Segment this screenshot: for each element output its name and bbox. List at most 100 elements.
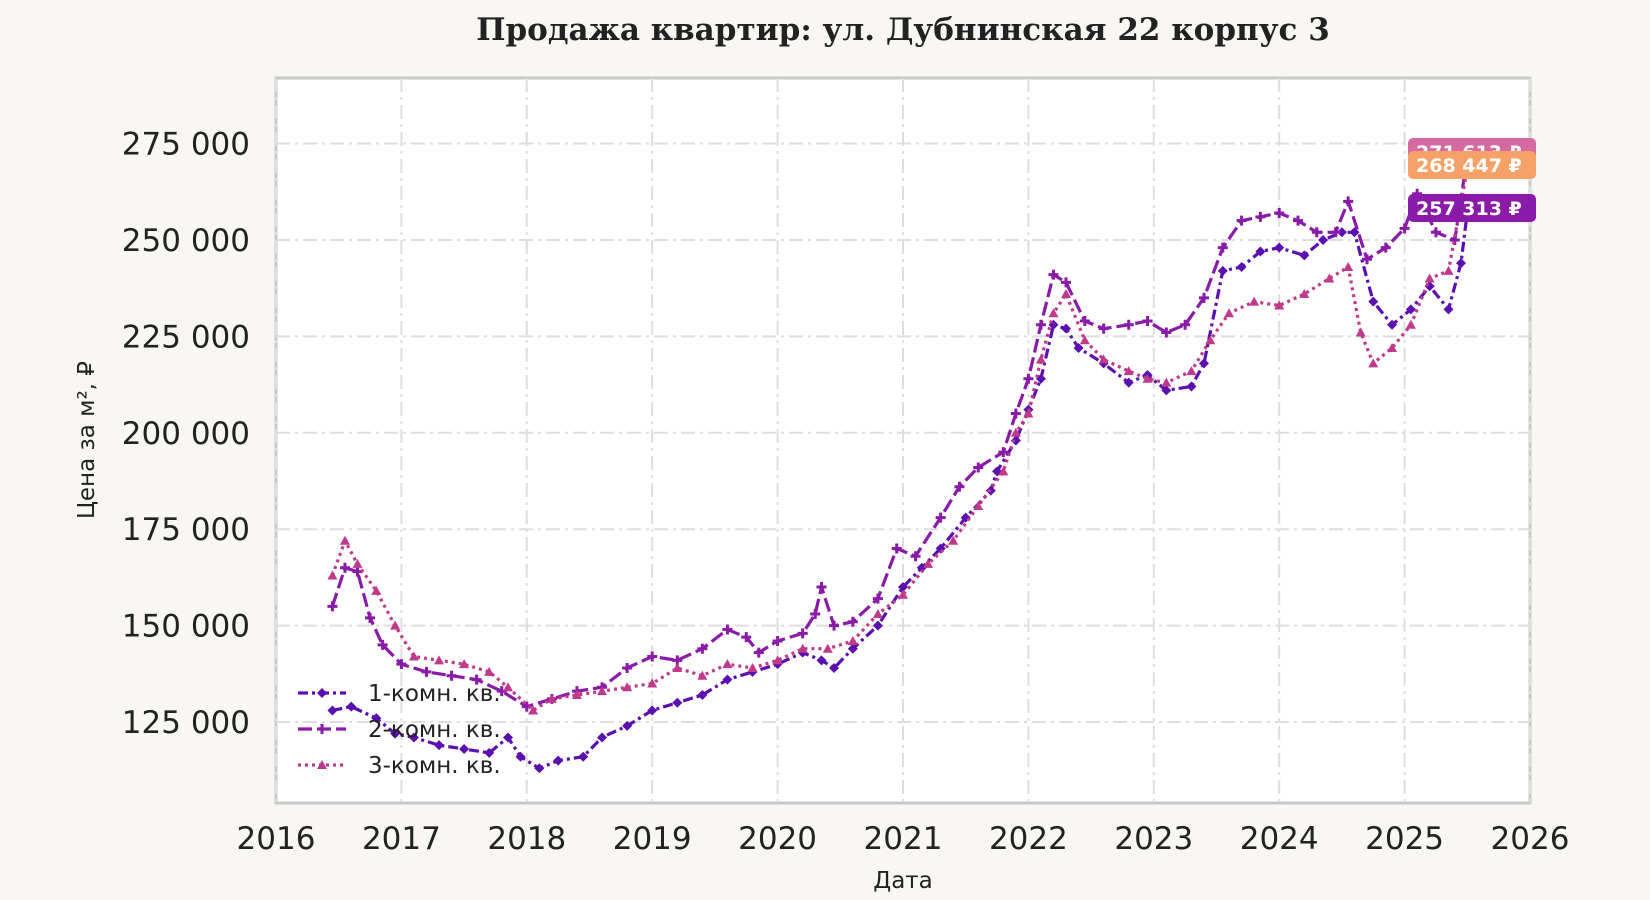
x-tick-label: 2022 bbox=[989, 821, 1068, 857]
data-point bbox=[1399, 223, 1410, 234]
data-point bbox=[1311, 227, 1322, 238]
data-point bbox=[1336, 227, 1347, 238]
data-point bbox=[339, 535, 350, 545]
x-tick-label: 2026 bbox=[1491, 821, 1570, 857]
y-tick-label: 275 000 bbox=[122, 127, 250, 163]
data-point bbox=[1274, 242, 1285, 253]
data-point bbox=[816, 582, 827, 593]
legend-label: 1-комн. кв. bbox=[368, 681, 501, 707]
data-point bbox=[377, 639, 388, 650]
data-point bbox=[1343, 261, 1354, 271]
data-point bbox=[847, 643, 858, 654]
data-point bbox=[546, 693, 557, 703]
data-point bbox=[898, 582, 908, 593]
data-point bbox=[797, 643, 808, 653]
data-point bbox=[434, 655, 445, 665]
data-point bbox=[484, 747, 495, 758]
legend-item-2: 2-комн. кв. bbox=[298, 717, 501, 743]
data-point bbox=[1217, 242, 1228, 253]
data-point bbox=[1023, 408, 1034, 418]
data-point bbox=[1368, 296, 1379, 307]
data-point bbox=[446, 670, 457, 681]
data-point bbox=[578, 751, 589, 762]
badge-background bbox=[1408, 194, 1536, 222]
grid bbox=[275, 78, 1531, 803]
legend-item-1: 1-комн. кв. bbox=[298, 681, 501, 707]
data-point bbox=[421, 666, 432, 677]
data-point bbox=[741, 632, 752, 643]
data-point bbox=[722, 674, 733, 685]
y-axis-label: Цена за м², ₽ bbox=[74, 361, 100, 519]
data-point bbox=[352, 558, 363, 568]
series-3 bbox=[327, 163, 1473, 715]
data-point bbox=[390, 620, 401, 630]
x-tick-label: 2020 bbox=[738, 821, 817, 857]
data-point bbox=[1274, 300, 1285, 310]
data-point bbox=[722, 659, 733, 669]
data-point bbox=[1010, 408, 1021, 419]
x-tick-label: 2023 bbox=[1114, 821, 1193, 857]
data-point bbox=[647, 651, 658, 662]
data-point bbox=[365, 612, 376, 623]
x-tick-label: 2016 bbox=[237, 821, 316, 857]
data-point bbox=[1424, 273, 1435, 283]
data-point bbox=[1430, 227, 1441, 238]
data-point bbox=[553, 755, 564, 766]
data-point bbox=[515, 751, 526, 762]
data-point bbox=[471, 674, 482, 685]
data-point bbox=[1123, 319, 1134, 330]
x-tick-label: 2024 bbox=[1240, 821, 1319, 857]
x-tick-label: 2018 bbox=[487, 821, 566, 857]
data-point bbox=[829, 663, 840, 674]
data-point bbox=[923, 558, 934, 568]
data-point bbox=[1161, 377, 1172, 387]
data-point bbox=[898, 589, 908, 599]
data-point bbox=[1361, 254, 1372, 265]
data-point bbox=[622, 682, 633, 692]
data-point bbox=[935, 512, 946, 523]
data-point bbox=[1198, 358, 1209, 369]
data-point bbox=[916, 562, 927, 573]
data-point bbox=[371, 585, 382, 595]
y-tick-label: 250 000 bbox=[122, 223, 250, 259]
data-point bbox=[1405, 319, 1416, 329]
data-point bbox=[1330, 227, 1341, 238]
data-point bbox=[1355, 327, 1366, 337]
legend-item-3: 3-комн. кв. bbox=[298, 753, 501, 779]
data-point bbox=[1061, 277, 1072, 288]
data-point bbox=[1236, 215, 1247, 226]
data-point bbox=[973, 501, 984, 511]
data-point bbox=[1299, 250, 1310, 261]
end-value-badge: 268 447 ₽ bbox=[1408, 151, 1536, 179]
data-point bbox=[847, 616, 858, 627]
data-point bbox=[998, 447, 1009, 458]
data-point bbox=[1198, 292, 1209, 303]
data-point bbox=[697, 690, 708, 701]
y-tick-label: 200 000 bbox=[122, 416, 250, 452]
data-point bbox=[528, 705, 539, 715]
data-point bbox=[1249, 296, 1260, 306]
data-point bbox=[954, 481, 965, 492]
legend-marker bbox=[317, 724, 327, 734]
data-point bbox=[1324, 273, 1335, 283]
data-point bbox=[1380, 242, 1391, 253]
data-point bbox=[816, 655, 827, 666]
data-point bbox=[1255, 246, 1266, 257]
data-point bbox=[571, 690, 582, 700]
x-tick-label: 2021 bbox=[864, 821, 943, 857]
data-point bbox=[390, 728, 401, 739]
data-point bbox=[459, 659, 470, 669]
badge-background bbox=[1408, 151, 1536, 179]
data-point bbox=[1443, 265, 1454, 275]
data-point bbox=[1061, 288, 1072, 298]
data-point bbox=[1255, 211, 1266, 222]
data-point bbox=[346, 701, 357, 712]
y-tick-label: 125 000 bbox=[122, 705, 250, 741]
data-point bbox=[339, 562, 350, 573]
data-point bbox=[722, 624, 733, 635]
x-tick-label: 2019 bbox=[613, 821, 692, 857]
data-point bbox=[772, 636, 783, 647]
data-point bbox=[1010, 435, 1021, 446]
data-point bbox=[647, 678, 658, 688]
x-tick-label: 2017 bbox=[362, 821, 441, 857]
